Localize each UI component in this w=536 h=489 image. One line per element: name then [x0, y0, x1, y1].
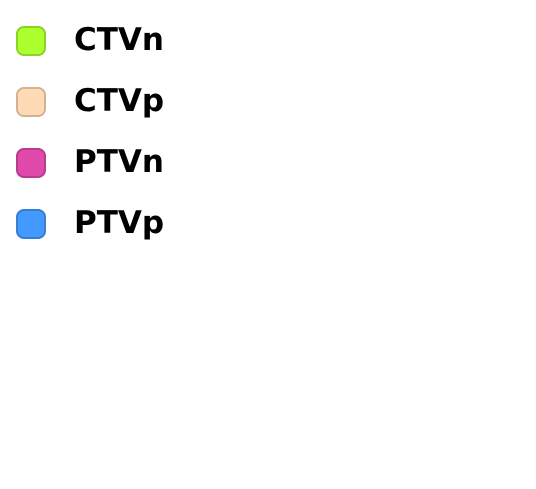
legend-label-ctvp: CTVp: [74, 83, 165, 119]
legend: CTVn CTVp PTVn PTVp: [16, 10, 164, 254]
legend-item-ctvn: CTVn: [16, 10, 164, 71]
legend-item-ptvn: PTVn: [16, 132, 164, 193]
legend-label-ctvn: CTVn: [74, 22, 164, 58]
ptvp-color-swatch: [16, 208, 46, 239]
ctvn-color-swatch: [16, 25, 46, 56]
legend-item-ctvp: CTVp: [16, 71, 164, 132]
legend-item-ptvp: PTVp: [16, 193, 164, 254]
legend-label-ptvn: PTVn: [74, 144, 164, 180]
legend-label-ptvp: PTVp: [74, 205, 165, 241]
ptvn-color-swatch: [16, 147, 46, 178]
ctvp-color-swatch: [16, 86, 46, 117]
